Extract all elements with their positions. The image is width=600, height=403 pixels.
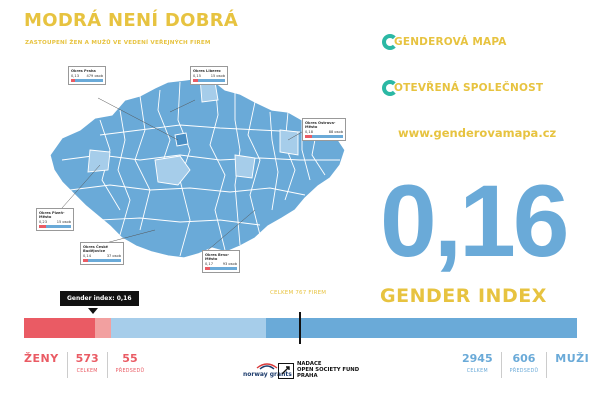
osf-emblem-icon	[278, 362, 294, 379]
bar-men-board-segment	[111, 318, 267, 338]
brand-genderova-mapa[interactable]: GENDEROVÁ MAPA	[382, 34, 507, 50]
gender-index-label: GENDER INDEX	[380, 285, 547, 307]
norway-grants-label: norway grants	[243, 371, 292, 378]
norway-grants-icon	[256, 363, 278, 370]
callout-leader-lines	[61, 97, 303, 251]
bar-women-total-segment	[24, 318, 95, 338]
map-country-shape	[49, 77, 346, 259]
map-district-praha	[174, 132, 189, 147]
map-district-light-2	[87, 149, 111, 173]
page-title: MODRÁ NENÍ DOBRÁ	[24, 10, 239, 31]
map-svg	[49, 77, 346, 259]
brand-label: OTEVŘENÁ SPOLEČNOST	[394, 82, 544, 94]
divider	[106, 352, 108, 378]
callout-ostrava[interactable]: Okres Ostrava-Město 0,18 88 osob	[302, 118, 346, 141]
bar-midpoint-marker[interactable]	[299, 312, 301, 344]
osf-logo[interactable]: NADACE OPEN SOCIETY FUND PRAHA	[278, 361, 359, 379]
women-total: 573 CELKEM	[75, 352, 99, 374]
website-link[interactable]: www.genderovamapa.cz	[398, 126, 557, 140]
callout-praha[interactable]: Okres Praha 0,13 479 osob	[68, 66, 106, 85]
callout-ceske-budejovice[interactable]: Okres České Budějovice 0,14 37 osob	[80, 242, 124, 265]
map-district-light-4	[279, 129, 299, 156]
map-district-light-3	[234, 154, 256, 179]
bar-women-board-segment	[94, 318, 112, 338]
map-district-light-1	[154, 155, 191, 186]
divider	[66, 352, 68, 378]
bar-men-total-segment	[266, 318, 577, 338]
czech-districts-map: Okres Praha 0,13 479 osob Okres Liberec 0…	[36, 60, 370, 273]
divider	[546, 352, 548, 378]
callout-liberec[interactable]: Okres Liberec 0,15 15 osob	[190, 66, 228, 85]
women-board: 55 PŘEDSEDŮ	[115, 352, 145, 374]
women-label: ŽENY	[24, 352, 59, 365]
women-stats: ŽENY 573 CELKEM 55 PŘEDSEDŮ	[24, 352, 144, 378]
callout-plzen[interactable]: Okres Plzeň-Město 0,23 15 osob	[36, 208, 74, 231]
callout-brno[interactable]: Okres Brno-Město 0,17 93 osob	[202, 250, 240, 273]
gender-index-tooltip: Gender index: 0,16	[60, 291, 139, 306]
men-board: 606 PŘEDSEDŮ	[509, 352, 539, 374]
brand-label: GENDEROVÁ MAPA	[394, 36, 507, 48]
gender-ratio-bar	[24, 318, 577, 338]
otevrena-spolecnost-logo-icon	[382, 80, 398, 96]
men-total: 2945 CELKEM	[462, 352, 493, 374]
divider	[500, 352, 502, 378]
genderova-mapa-logo-icon	[382, 34, 398, 50]
page-subtitle: ZASTOUPENÍ ŽEN A MUŽŮ VE VEDENÍ VEŘEJNÝC…	[25, 40, 211, 46]
men-label: MUŽI	[555, 352, 590, 365]
brand-otevrena-spolecnost[interactable]: OTEVŘENÁ SPOLEČNOST	[382, 80, 543, 96]
men-stats: 2945 CELKEM 606 PŘEDSEDŮ MUŽI	[462, 352, 589, 378]
tooltip-arrow	[88, 308, 98, 314]
gender-index-value: 0,16	[380, 164, 570, 278]
total-companies-label: CELKEM 767 FIREM	[270, 290, 327, 296]
norway-grants-logo[interactable]: norway grants	[243, 362, 292, 378]
